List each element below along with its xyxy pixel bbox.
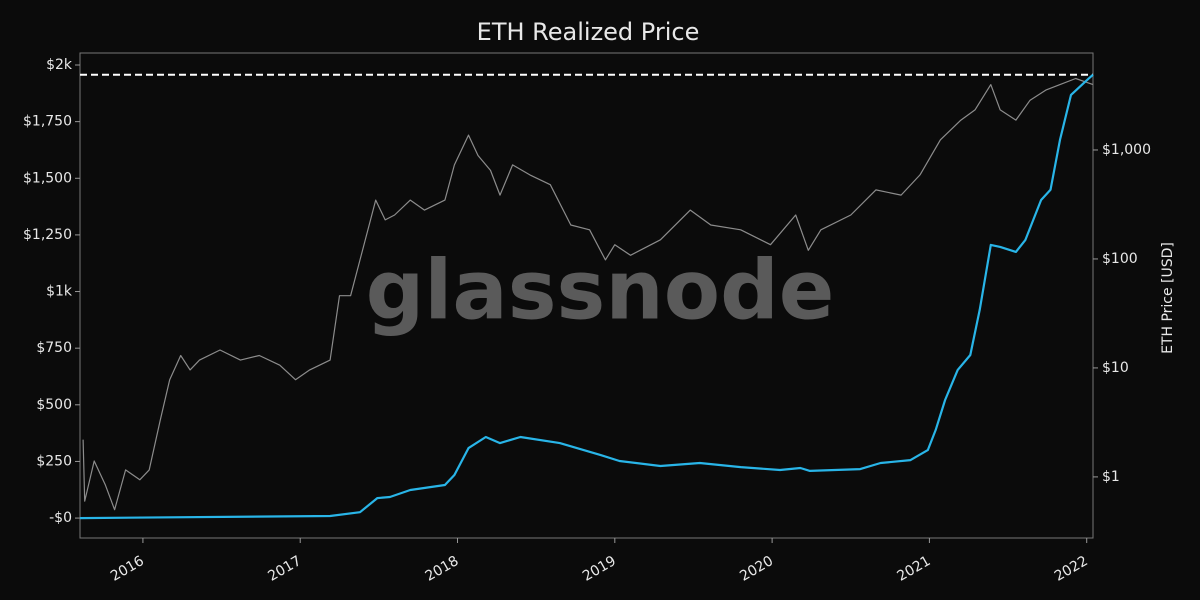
y-tick-label: -$0 xyxy=(49,510,72,526)
y2-axis-label: ETH Price [USD] xyxy=(1160,242,1176,354)
series-line xyxy=(79,73,1094,520)
y-tick-label: $750 xyxy=(36,340,72,356)
chart-title: ETH Realized Price xyxy=(477,18,700,46)
y-tick-label: $1,500 xyxy=(23,170,72,186)
y-tick-label: $2k xyxy=(46,57,73,73)
watermark: glassnode xyxy=(366,243,835,338)
y-tick-label: $250 xyxy=(36,453,72,469)
y-tick-label: $1,750 xyxy=(23,114,72,130)
y-tick-label: $500 xyxy=(36,397,72,413)
y2-tick-label: $10 xyxy=(1102,360,1129,376)
y2-tick-label: $1 xyxy=(1102,469,1120,485)
y2-tick-label: $1,000 xyxy=(1102,142,1151,158)
y-tick-label: $1,250 xyxy=(23,227,72,243)
series-line xyxy=(82,77,1094,511)
y2-tick-label: $100 xyxy=(1102,251,1138,267)
y-tick-label: $1k xyxy=(46,284,73,300)
plot-frame xyxy=(79,52,1094,539)
